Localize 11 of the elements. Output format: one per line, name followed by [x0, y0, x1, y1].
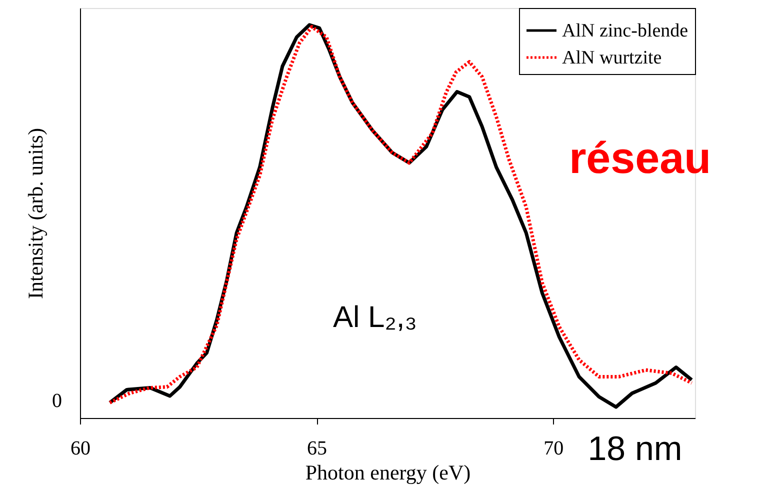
annotation: réseau — [569, 134, 711, 183]
y-axis-title: Intensity (arb. units) — [24, 128, 48, 299]
legend-label: AlN wurtzite — [562, 48, 662, 68]
x-tick-label: 60 — [70, 438, 90, 460]
text: 0 — [52, 390, 62, 412]
x-tick-label: 70 — [544, 438, 564, 460]
text: 18 nm — [588, 430, 682, 468]
x-axis-title: Photon energy (eV) — [305, 460, 471, 484]
annotation: Al L₂,₃ — [333, 301, 417, 334]
x-tick-label: 65 — [307, 438, 328, 460]
legend-label: AlN zinc-blende — [562, 20, 688, 42]
